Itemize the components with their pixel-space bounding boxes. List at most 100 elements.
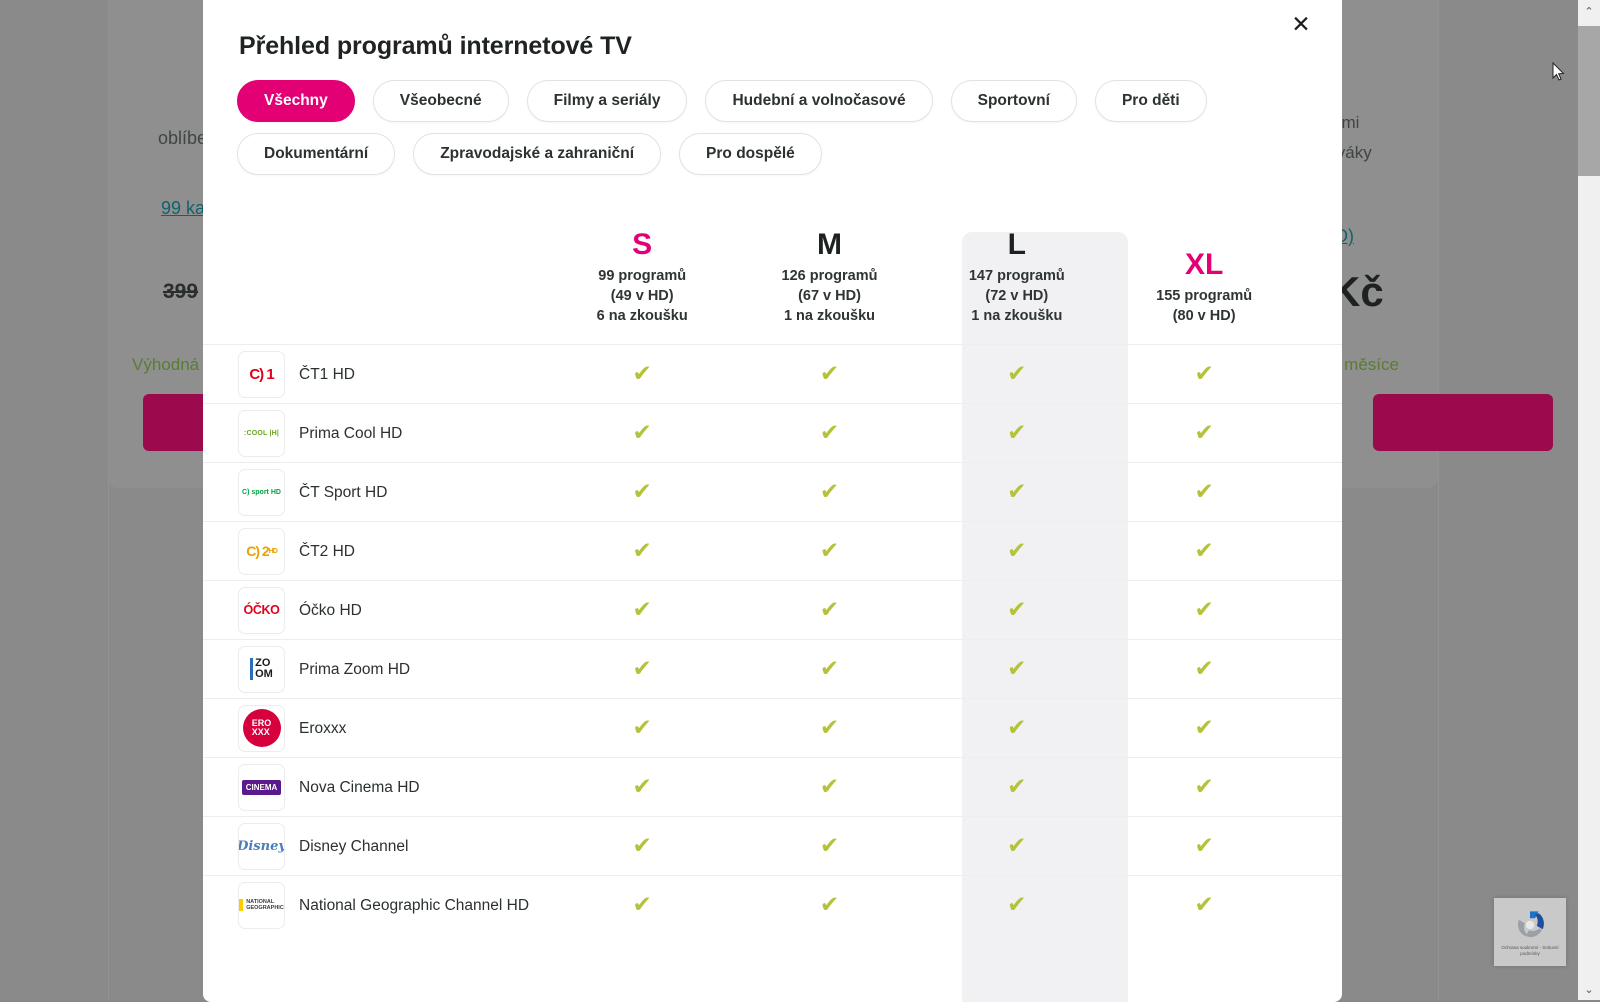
- channel-name: Nova Cinema HD: [299, 777, 420, 798]
- check-icon: ✔: [1193, 540, 1215, 562]
- availability-cell-m: ✔: [736, 404, 923, 463]
- page-title: Přehled programů internetové TV: [239, 32, 632, 61]
- package-details: 99 programů(49 v HD)6 na zkoušku: [549, 266, 736, 326]
- filter-pill-7[interactable]: Zpravodajské a zahraniční: [413, 133, 661, 175]
- channel-name: Óčko HD: [299, 600, 362, 621]
- check-icon: ✔: [819, 540, 841, 562]
- check-icon: ✔: [1006, 776, 1028, 798]
- availability-cell-l: ✔: [923, 345, 1110, 404]
- filter-pill-4[interactable]: Sportovní: [951, 80, 1077, 122]
- recaptcha-badge[interactable]: Ochrana soukromí - Smluvní podmínky: [1494, 898, 1566, 966]
- row-right-pad: [1298, 581, 1342, 640]
- row-right-pad: [1298, 699, 1342, 758]
- check-icon: ✔: [1006, 363, 1028, 385]
- check-icon: ✔: [1193, 717, 1215, 739]
- availability-cell-xl: ✔: [1110, 581, 1297, 640]
- filter-pill-0[interactable]: Všechny: [237, 80, 355, 122]
- filter-pill-5[interactable]: Pro děti: [1095, 80, 1207, 122]
- availability-cell-l: ✔: [923, 463, 1110, 522]
- nova-cinema-logo: CINEMA: [238, 764, 285, 811]
- availability-cell-s: ✔: [549, 758, 736, 817]
- table-row: :COOL |H|Prima Cool HD✔✔✔✔: [203, 404, 1342, 463]
- mouse-cursor-icon: [1552, 62, 1566, 82]
- page-scrollbar[interactable]: ⌃ ⌄: [1578, 0, 1600, 1000]
- row-right-pad: [1298, 876, 1342, 935]
- availability-cell-l: ✔: [923, 699, 1110, 758]
- header-right-pad: [1298, 228, 1342, 345]
- availability-cell-xl: ✔: [1110, 463, 1297, 522]
- filter-pill-8[interactable]: Pro dospělé: [679, 133, 822, 175]
- check-icon: ✔: [631, 599, 653, 621]
- availability-cell-l: ✔: [923, 758, 1110, 817]
- prima-cool-logo: :COOL |H|: [238, 410, 285, 457]
- availability-cell-xl: ✔: [1110, 758, 1297, 817]
- scroll-down-arrow-icon[interactable]: ⌄: [1578, 978, 1600, 1000]
- availability-cell-l: ✔: [923, 404, 1110, 463]
- filter-pill-6[interactable]: Dokumentární: [237, 133, 395, 175]
- channel-cell: CINEMA Nova Cinema HD: [203, 758, 549, 817]
- availability-cell-m: ✔: [736, 876, 923, 935]
- availability-cell-xl: ✔: [1110, 404, 1297, 463]
- availability-cell-l: ✔: [923, 581, 1110, 640]
- background-old-price: 399: [163, 280, 198, 304]
- background-subtitle-left: oblíbe: [158, 128, 207, 149]
- background-link-left[interactable]: 99 ka: [161, 198, 205, 219]
- package-letter: S: [549, 228, 736, 261]
- channel-name: ČT Sport HD: [299, 482, 387, 503]
- tv-programs-modal: ✕ Přehled programů internetové TV Všechn…: [203, 0, 1342, 1002]
- availability-cell-m: ✔: [736, 345, 923, 404]
- check-icon: ✔: [631, 363, 653, 385]
- row-right-pad: [1298, 522, 1342, 581]
- package-details: 126 programů(67 v HD)1 na zkoušku: [736, 266, 923, 326]
- check-icon: ✔: [631, 481, 653, 503]
- filter-pill-1[interactable]: Všeobecné: [373, 80, 509, 122]
- availability-cell-l: ✔: [923, 640, 1110, 699]
- availability-cell-xl: ✔: [1110, 640, 1297, 699]
- filter-pill-3[interactable]: Hudební a volnočasové: [705, 80, 932, 122]
- check-icon: ✔: [1006, 481, 1028, 503]
- availability-cell-m: ✔: [736, 581, 923, 640]
- check-icon: ✔: [819, 776, 841, 798]
- channel-name: National Geographic Channel HD: [299, 895, 529, 916]
- check-icon: ✔: [1006, 658, 1028, 680]
- check-icon: ✔: [631, 717, 653, 739]
- check-icon: ✔: [819, 835, 841, 857]
- row-right-pad: [1298, 404, 1342, 463]
- package-letter: XL: [1110, 248, 1297, 281]
- check-icon: ✔: [819, 481, 841, 503]
- availability-cell-s: ✔: [549, 404, 736, 463]
- row-right-pad: [1298, 758, 1342, 817]
- channel-name: Disney Channel: [299, 836, 408, 857]
- row-right-pad: [1298, 345, 1342, 404]
- scrollbar-thumb[interactable]: [1578, 26, 1600, 176]
- check-icon: ✔: [819, 717, 841, 739]
- background-divider-right: [1438, 0, 1439, 1000]
- package-header-s: S 99 programů(49 v HD)6 na zkoušku: [549, 228, 736, 345]
- channel-name: Eroxxx: [299, 718, 346, 739]
- availability-cell-m: ✔: [736, 522, 923, 581]
- check-icon: ✔: [1006, 540, 1028, 562]
- close-icon[interactable]: ✕: [1284, 8, 1318, 42]
- scroll-up-arrow-icon[interactable]: ⌃: [1578, 0, 1600, 22]
- background-cta-button-right[interactable]: [1373, 394, 1553, 451]
- ct1-logo: C) 1: [238, 351, 285, 398]
- check-icon: ✔: [631, 776, 653, 798]
- check-icon: ✔: [1006, 717, 1028, 739]
- filter-pill-2[interactable]: Filmy a seriály: [527, 80, 688, 122]
- package-letter: M: [736, 228, 923, 261]
